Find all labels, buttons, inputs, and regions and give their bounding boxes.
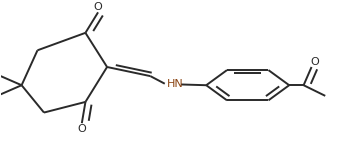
Text: O: O bbox=[94, 2, 102, 12]
Text: O: O bbox=[310, 57, 319, 67]
Text: O: O bbox=[77, 124, 86, 134]
Text: HN: HN bbox=[167, 80, 184, 89]
